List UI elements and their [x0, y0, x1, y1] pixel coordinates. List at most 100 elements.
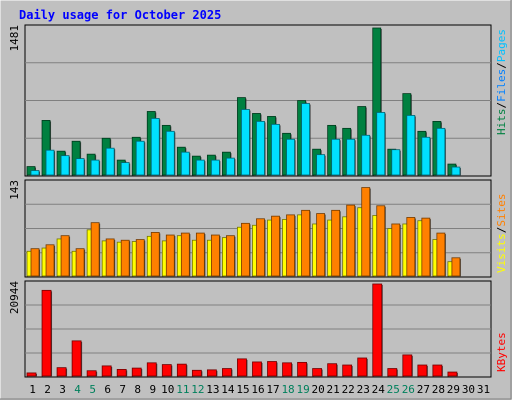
bar-files-day-3 — [60, 155, 70, 176]
bar-sites-day-14 — [226, 235, 235, 277]
bar-sites-day-19 — [301, 209, 310, 277]
bar-files-day-28 — [436, 127, 446, 176]
bar-files-day-8 — [135, 140, 145, 176]
bar-kbytes-day-8 — [131, 367, 142, 377]
day-label-15: 15 — [236, 383, 249, 396]
day-label-28: 28 — [432, 383, 445, 396]
bar-files-day-16 — [256, 121, 265, 176]
bar-files-day-10 — [165, 130, 175, 176]
bar-sites-day-6 — [105, 238, 115, 277]
bar-kbytes-day-2 — [41, 289, 52, 377]
bar-kbytes-day-19 — [297, 361, 307, 377]
day-label-10: 10 — [161, 383, 174, 396]
chart-panels: 1481 143 20944 — [8, 24, 492, 378]
day-label-25: 25 — [387, 383, 400, 396]
legend-pages: Pages — [495, 29, 508, 62]
legend-files: Files — [495, 69, 508, 102]
bar-sites-day-4 — [75, 248, 85, 277]
bar-kbytes-day-10 — [161, 364, 172, 377]
bar-kbytes-day-4 — [71, 340, 82, 377]
legend-hits: Hits — [495, 109, 508, 136]
bar-sites-day-3 — [60, 235, 70, 277]
day-label-26: 26 — [402, 383, 415, 396]
bar-kbytes-day-20 — [312, 368, 323, 377]
bar-sites-day-2 — [45, 244, 55, 277]
panel-kbytes: 20944 — [8, 280, 492, 378]
bar-kbytes-day-12 — [191, 369, 202, 377]
bar-sites-day-12 — [195, 232, 205, 277]
bar-sites-day-13 — [210, 234, 220, 277]
day-label-12: 12 — [191, 383, 204, 396]
bar-sites-day-8 — [135, 239, 145, 277]
day-label-16: 16 — [251, 383, 264, 396]
bar-kbytes-day-15 — [237, 358, 247, 377]
bar-sites-day-17 — [271, 215, 280, 277]
bar-sites-day-23 — [361, 187, 371, 277]
bar-sites-day-16 — [256, 218, 265, 277]
bar-files-day-2 — [45, 149, 55, 176]
bar-files-day-5 — [90, 159, 100, 176]
bar-kbytes-day-1 — [26, 372, 37, 377]
legend-slash: / — [495, 62, 508, 69]
bar-kbytes-day-17 — [267, 361, 277, 377]
bar-kbytes-day-6 — [101, 365, 112, 377]
bar-files-day-11 — [180, 151, 190, 176]
bar-sites-day-9 — [150, 232, 160, 277]
legend-sites: Sites — [495, 194, 508, 227]
legend-kbytes: KBytes — [495, 332, 508, 372]
day-label-14: 14 — [221, 383, 235, 396]
ymax-label: 143 — [8, 180, 21, 200]
bar-sites-day-11 — [180, 232, 190, 277]
bar-files-day-19 — [301, 103, 310, 176]
legend-slash: / — [495, 102, 508, 109]
day-label-23: 23 — [357, 383, 370, 396]
bar-files-day-26 — [406, 115, 416, 176]
bar-kbytes-day-25 — [387, 368, 398, 377]
legend-slash: / — [495, 227, 508, 234]
day-label-27: 27 — [417, 383, 430, 396]
bar-sites-day-22 — [346, 204, 356, 277]
bar-kbytes-day-16 — [252, 361, 262, 377]
bar-kbytes-day-5 — [86, 370, 97, 377]
bar-kbytes-day-3 — [56, 367, 67, 377]
bar-kbytes-day-27 — [417, 364, 428, 377]
bar-files-day-9 — [150, 118, 160, 176]
bar-kbytes-day-7 — [116, 369, 127, 377]
day-label-3: 3 — [59, 383, 66, 396]
bar-files-day-20 — [316, 154, 326, 176]
bar-files-day-13 — [210, 159, 220, 176]
day-label-19: 19 — [296, 383, 309, 396]
bar-kbytes-day-24 — [372, 283, 383, 377]
bar-sites-day-10 — [165, 234, 175, 277]
bar-sites-day-28 — [436, 232, 446, 277]
bar-files-day-7 — [120, 162, 130, 176]
day-label-22: 22 — [342, 383, 355, 396]
bar-files-day-27 — [421, 136, 431, 176]
day-label-24: 24 — [372, 383, 386, 396]
bar-kbytes-day-26 — [402, 354, 413, 377]
bar-kbytes-day-9 — [146, 362, 157, 377]
bar-files-day-29 — [451, 166, 461, 176]
day-label-18: 18 — [281, 383, 294, 396]
day-label-7: 7 — [119, 383, 126, 396]
bar-sites-day-21 — [331, 209, 341, 277]
ymax-label: 20944 — [8, 281, 21, 314]
bar-files-day-12 — [195, 159, 205, 176]
bar-sites-day-20 — [316, 213, 326, 277]
panel-visits-sites: 143 — [8, 179, 492, 278]
bar-sites-day-18 — [286, 214, 295, 277]
day-label-6: 6 — [104, 383, 111, 396]
bar-sites-day-27 — [421, 217, 431, 277]
bar-sites-day-29 — [451, 257, 461, 277]
bar-files-day-6 — [105, 147, 115, 176]
bar-sites-day-15 — [241, 222, 250, 277]
day-label-8: 8 — [134, 383, 141, 396]
bar-sites-day-5 — [90, 222, 100, 277]
day-label-5: 5 — [89, 383, 96, 396]
bar-sites-day-24 — [376, 205, 386, 277]
bar-kbytes-day-21 — [327, 363, 338, 377]
bar-files-day-18 — [286, 138, 295, 176]
bar-kbytes-day-28 — [432, 364, 443, 377]
legend-visits-sites: Visits/Sites — [495, 194, 508, 274]
